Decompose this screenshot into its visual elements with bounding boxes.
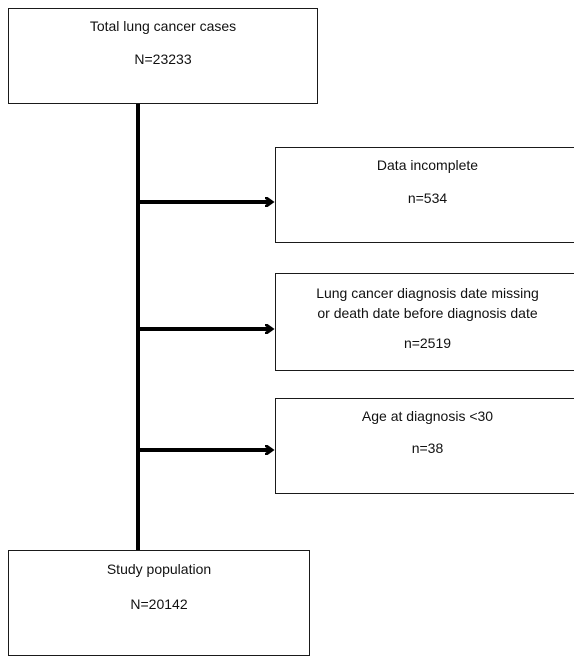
data-incomplete-count: n=534 — [407, 190, 448, 206]
diagnosis-date-missing-label-line1: Lung cancer diagnosis date missing — [316, 285, 539, 301]
age-under-30-label: Age at diagnosis <30 — [361, 408, 494, 424]
study-population-label: Study population — [106, 561, 212, 577]
diagnosis-date-missing-box: Lung cancer diagnosis date missing or de… — [275, 273, 574, 371]
study-population-count: N=20142 — [130, 596, 188, 612]
age-under-30-count: n=38 — [411, 440, 444, 456]
total-cases-count: N=23233 — [134, 51, 192, 67]
diagnosis-date-missing-label-line2: or death date before diagnosis date — [317, 305, 538, 321]
data-incomplete-label: Data incomplete — [376, 157, 479, 173]
total-cases-label: Total lung cancer cases — [89, 18, 237, 34]
total-cases-box: Total lung cancer cases N=23233 — [8, 8, 318, 104]
age-under-30-box: Age at diagnosis <30 n=38 — [275, 398, 574, 494]
data-incomplete-box: Data incomplete n=534 — [275, 147, 574, 243]
study-population-box: Study population N=20142 — [8, 550, 310, 656]
diagnosis-date-missing-count: n=2519 — [403, 335, 452, 351]
